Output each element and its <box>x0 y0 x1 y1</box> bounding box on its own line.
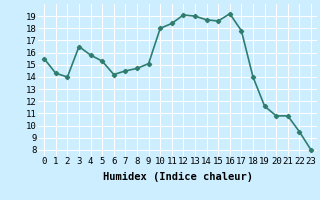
X-axis label: Humidex (Indice chaleur): Humidex (Indice chaleur) <box>103 172 252 182</box>
